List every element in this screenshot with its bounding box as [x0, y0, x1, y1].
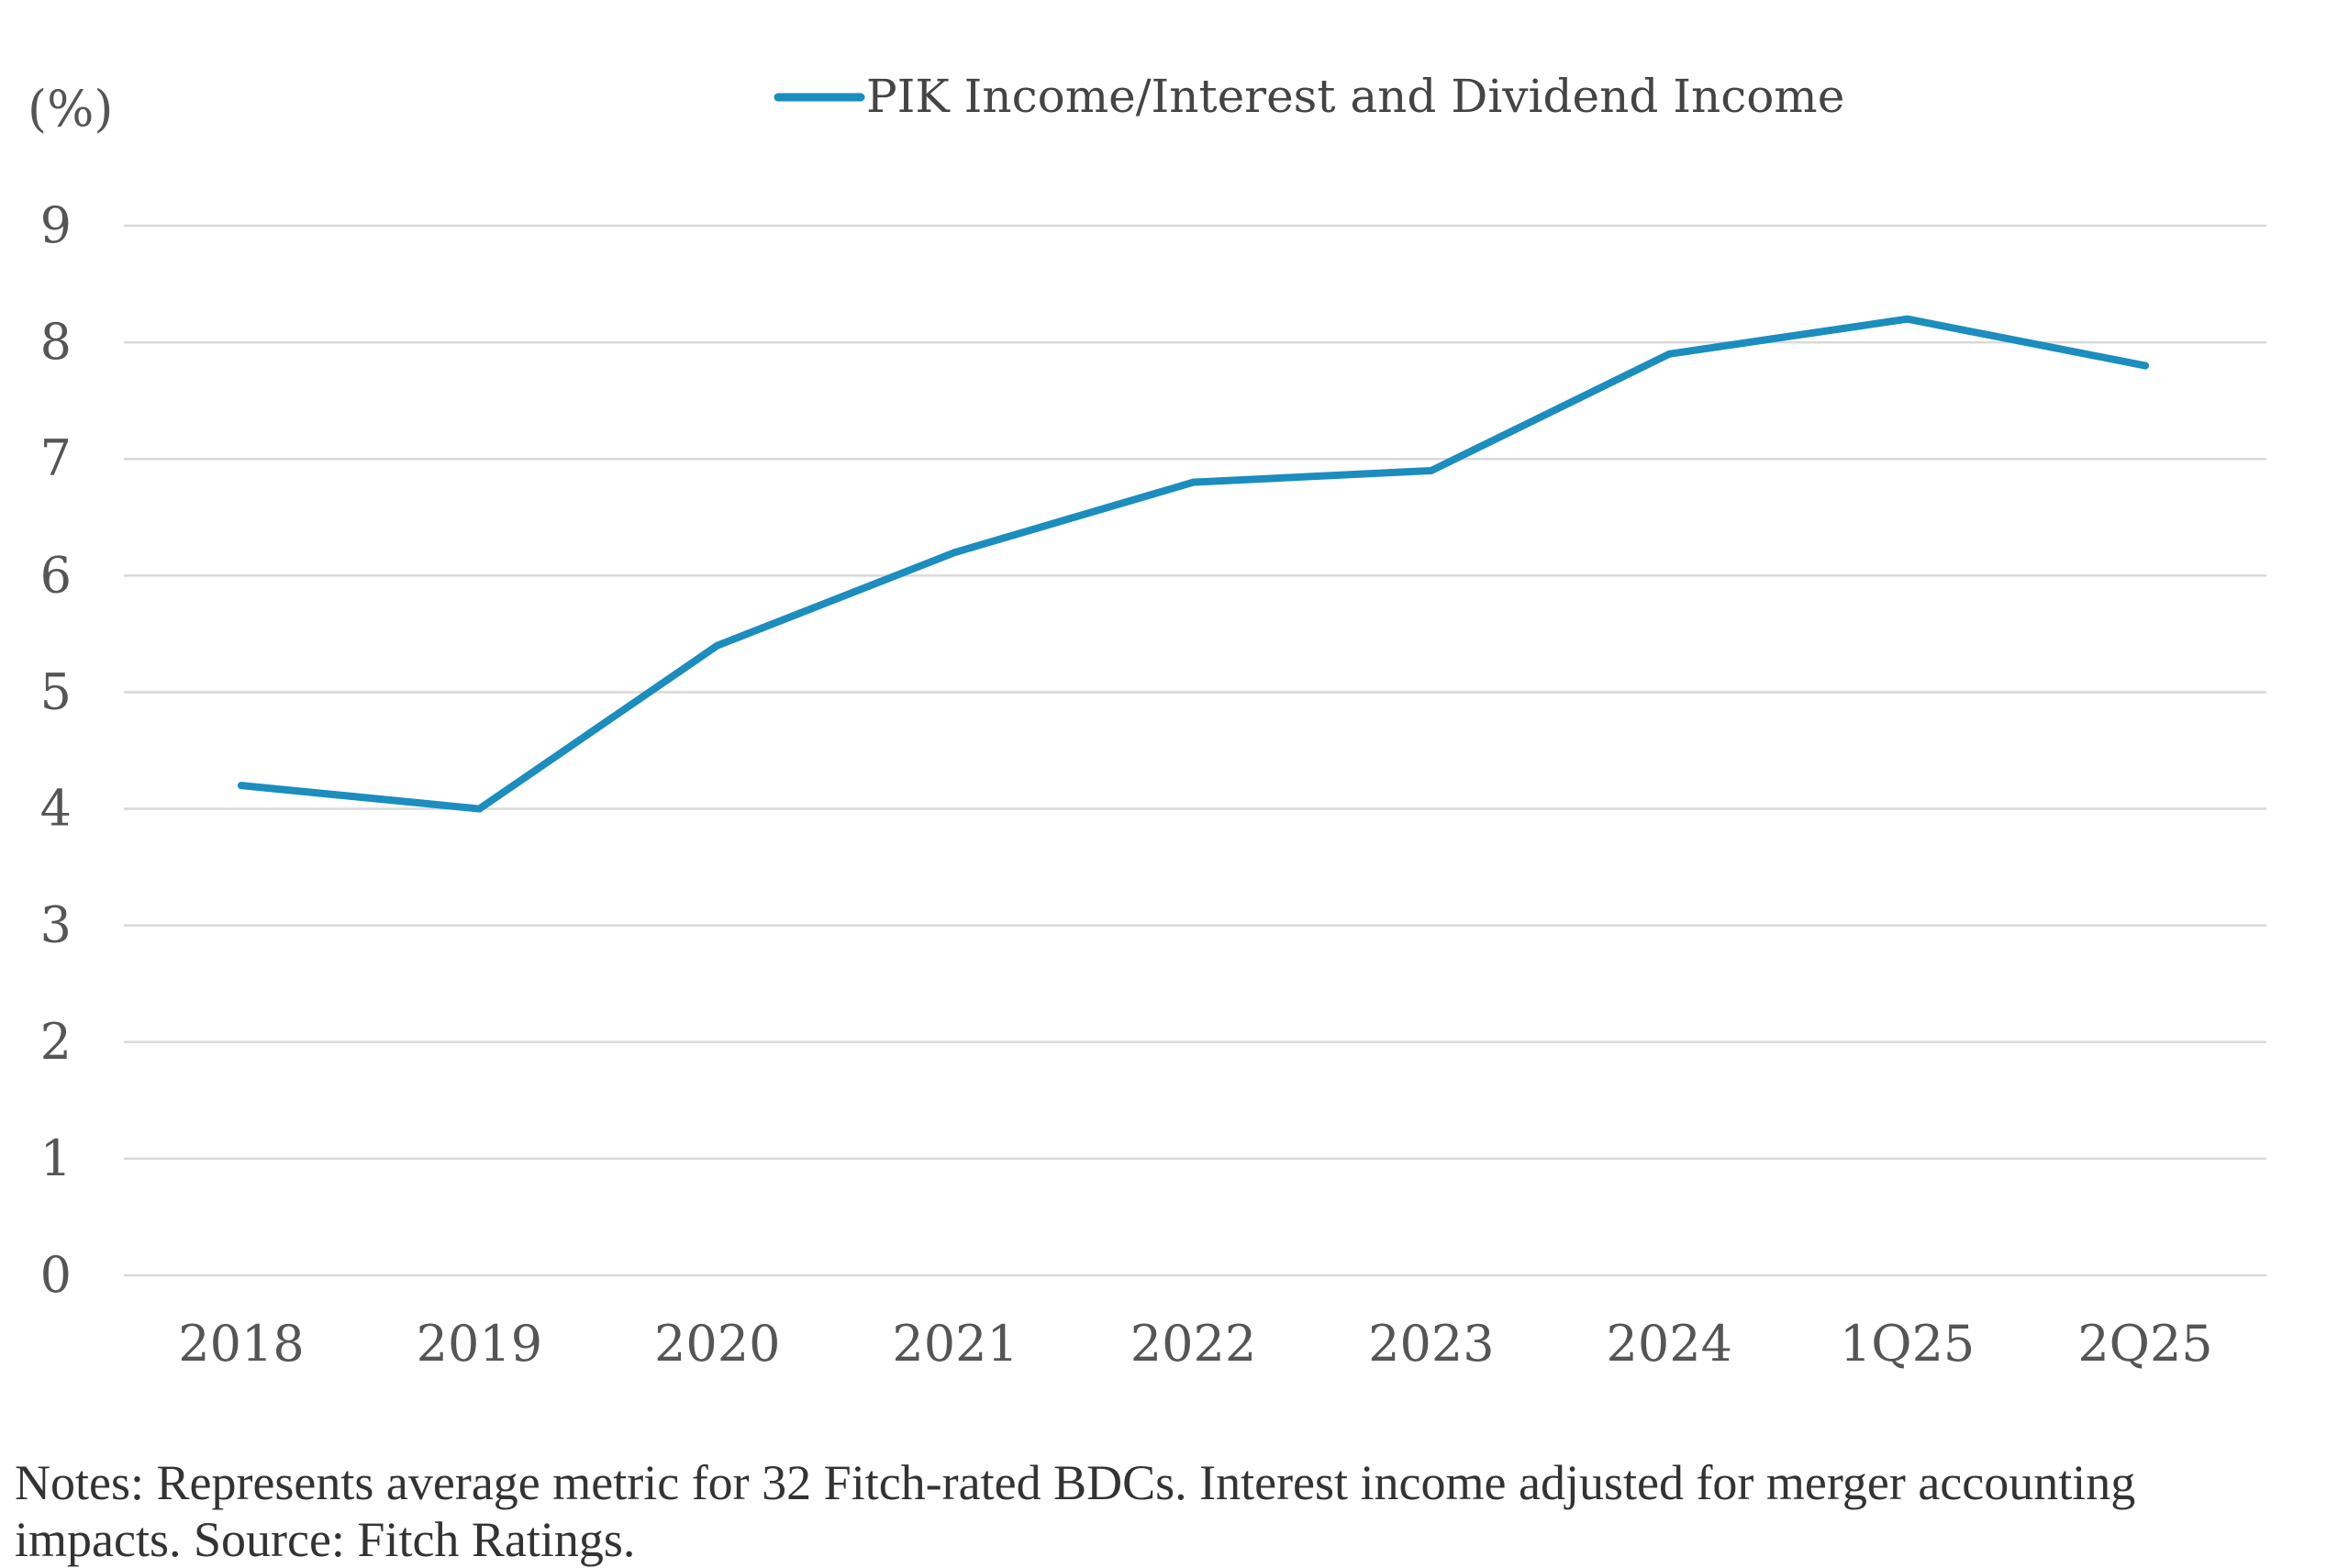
- x-tick-label: 2Q25: [2077, 1315, 2212, 1373]
- x-tick-label: 2022: [1130, 1315, 1256, 1373]
- legend-label: PIK Income/Interest and Dividend Income: [866, 70, 1844, 123]
- data-point: [1903, 315, 1911, 323]
- y-tick-label: 9: [40, 196, 72, 254]
- y-tick-label: 8: [40, 313, 72, 371]
- y-tick-label: 4: [40, 780, 72, 838]
- x-axis-ticks: 2018 2019 2020 2021 2022 2023 2024 1Q25 2Q25: [178, 1315, 2212, 1373]
- x-tick-label: 1Q25: [1840, 1315, 1975, 1373]
- y-tick-label: 6: [40, 546, 72, 604]
- line-chart: 0 1 2 3 4 5 6 7 8 9 2018 2019 2020 2021 2022 2023 2024 1…: [28, 70, 2266, 1373]
- y-tick-label: 0: [40, 1246, 72, 1304]
- y-axis-ticks: 0 1 2 3 4 5 6 7 8 9: [40, 196, 72, 1304]
- data-point: [1189, 478, 1197, 486]
- data-point: [238, 782, 245, 790]
- data-point: [1665, 350, 1674, 358]
- x-tick-label: 2019: [417, 1315, 542, 1373]
- y-tick-label: 3: [40, 896, 72, 954]
- series-line: [238, 315, 2149, 813]
- series-lines: [238, 315, 2149, 813]
- y-tick-label: 1: [40, 1129, 72, 1187]
- legend: PIK Income/Interest and Dividend Income: [774, 70, 1844, 123]
- y-tick-label: 7: [40, 429, 72, 487]
- x-tick-label: 2021: [892, 1315, 1018, 1373]
- data-point: [713, 641, 721, 650]
- y-axis-unit-label: (%): [28, 80, 113, 138]
- gridlines: [124, 224, 2266, 1277]
- y-tick-label: 2: [40, 1013, 72, 1071]
- x-tick-label: 2018: [178, 1315, 304, 1373]
- data-point: [475, 805, 484, 813]
- y-tick-label: 5: [40, 662, 72, 720]
- chart-notes: Notes: Represents average metric for 32 …: [15, 1455, 2136, 1567]
- x-tick-label: 2024: [1607, 1315, 1732, 1373]
- data-point: [2142, 361, 2149, 370]
- x-tick-label: 2023: [1368, 1315, 1494, 1373]
- data-point: [1427, 466, 1435, 474]
- data-point: [952, 548, 960, 556]
- x-tick-label: 2020: [654, 1315, 780, 1373]
